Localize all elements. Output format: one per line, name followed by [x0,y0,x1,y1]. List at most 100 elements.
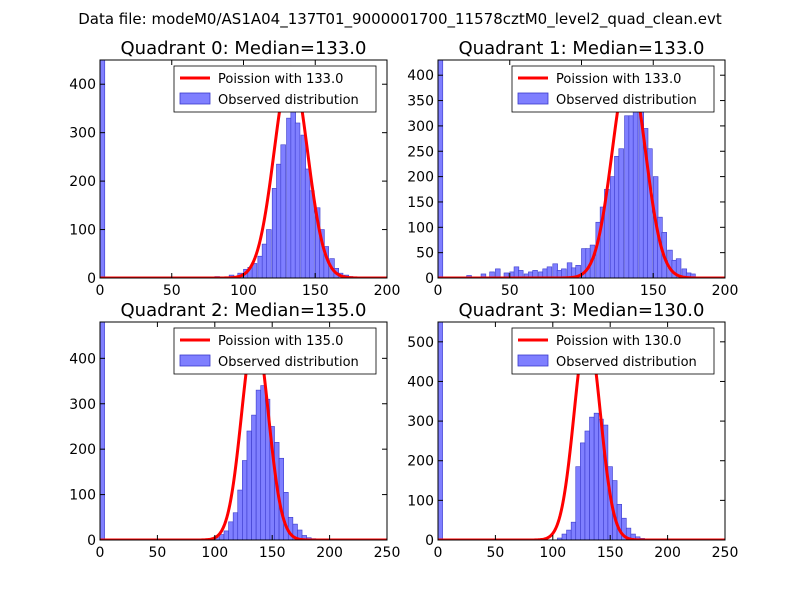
histogram-bar [283,492,289,540]
histogram-bar [438,322,443,540]
histogram-bar [532,270,538,278]
x-tick-label: 150 [259,545,286,561]
histogram-bar [593,412,600,540]
histogram-bar [589,416,595,540]
axes-frame [99,321,388,541]
histogram-bar [518,270,524,278]
y-tick-label: 200 [407,170,434,186]
legend-poisson-label: Poission with 133.0 [218,72,343,87]
x-tick-label: 200 [712,283,739,299]
legend-observed-swatch [517,92,549,105]
y-tick-label: 400 [69,77,96,93]
plot-content [100,60,387,278]
histogram-bar [232,512,239,540]
y-tick-label: 100 [69,488,96,504]
quadrant-1-chart: 0 50 100 150 200 0 50 100 150 200 250 300 350 400 Quad… [407,38,738,299]
legend: Poission with 130.0 Observed distribution [511,327,715,375]
legend: Poission with 135.0 Observed distribution [173,327,377,375]
histogram-bar [575,265,581,278]
poisson-curve [100,329,387,540]
legend-observed-label: Observed distribution [218,93,359,108]
legend-observed-swatch [179,92,211,105]
histogram-bar [228,521,234,540]
x-tick-label: 250 [374,545,401,561]
histogram-bar [675,258,682,278]
histogram-bar [618,148,624,278]
x-tick-label: 100 [230,283,257,299]
y-tick-label: 400 [407,68,434,84]
y-tick-label: 0 [87,271,96,287]
figure-suptitle: Data file: modeM0/AS1A04_137T01_90000017… [78,10,722,29]
y-tick-label: 150 [407,195,434,211]
subplot-title: Quadrant 0: Median=133.0 [121,38,367,59]
subplot-grid: 0 50 100 150 200 0 100 200 300 400 Quadrant 0: Med… [69,38,738,561]
y-tick-label: 100 [407,220,434,236]
y-tick-label: 400 [69,351,96,367]
y-tick-label: 300 [407,119,434,135]
legend-poisson-label: Poission with 135.0 [218,334,343,349]
histogram-bar [546,266,553,278]
y-tick-label: 200 [69,174,96,190]
x-tick-label: 100 [539,545,566,561]
y-tick-label: 0 [87,533,96,549]
histogram-bar [294,122,301,278]
histogram-bar [580,442,586,540]
y-tick-label: 250 [407,144,434,160]
histogram-bar [584,430,590,540]
subplot-title: Quadrant 2: Median=135.0 [121,300,367,321]
quadrant-0-chart: 0 50 100 150 200 0 100 200 300 400 Quadrant 0: Med… [69,38,400,299]
quadrant-3-chart: 0 50 100 150 200 250 0 100 200 300 400 500 Quadrant … [407,300,738,561]
x-tick-label: 0 [96,545,105,561]
subplot-title: Quadrant 1: Median=133.0 [459,38,705,59]
y-tick-label: 300 [407,414,434,430]
x-tick-label: 50 [163,283,181,299]
histogram-bar [632,95,639,278]
histogram-bar [561,268,567,278]
y-tick-label: 300 [69,126,96,142]
x-tick-label: 0 [96,283,105,299]
legend-poisson-label: Poission with 130.0 [556,334,681,349]
histogram-bar [503,272,510,278]
x-tick-label: 100 [568,283,595,299]
histogram-bar [561,533,567,540]
histogram-bar [570,521,577,540]
x-tick-label: 50 [501,283,519,299]
y-tick-label: 200 [407,454,434,470]
legend-observed-swatch [517,354,549,367]
x-tick-label: 0 [434,545,443,561]
histogram-bar [566,529,572,540]
y-tick-label: 0 [425,533,434,549]
histogram-bar [647,148,653,278]
legend-poisson-label: Poission with 133.0 [556,72,681,87]
x-tick-label: 200 [654,545,681,561]
histogram-bar [266,229,272,278]
histogram-bar [260,385,266,540]
legend: Poission with 133.0 Observed distribution [511,65,715,113]
y-tick-label: 300 [69,397,96,413]
plot-content [100,322,387,540]
histogram-bar [251,263,258,278]
y-tick-label: 200 [69,442,96,458]
histogram-bar [237,489,243,540]
x-tick-label: 150 [302,283,329,299]
x-tick-label: 250 [712,545,739,561]
x-tick-label: 50 [486,545,504,561]
legend-observed-swatch [179,354,211,367]
histogram-bar [489,271,495,278]
histogram-bar [242,460,248,540]
histogram-bar [495,268,501,278]
histogram-bar [100,322,105,540]
histogram-bar [100,60,106,278]
legend-observed-label: Observed distribution [556,93,697,108]
x-tick-label: 200 [374,283,401,299]
quadrant-2-chart: 0 50 100 150 200 250 0 100 200 300 400 Quadrant 2: … [69,300,400,561]
legend-observed-label: Observed distribution [218,355,359,370]
histogram-bar [251,414,257,540]
subplot-title: Quadrant 3: Median=130.0 [459,300,705,321]
y-tick-label: 400 [407,374,434,390]
histogram-bar [246,430,252,540]
x-tick-label: 0 [434,283,443,299]
x-tick-label: 200 [316,545,343,561]
x-tick-label: 150 [640,283,667,299]
